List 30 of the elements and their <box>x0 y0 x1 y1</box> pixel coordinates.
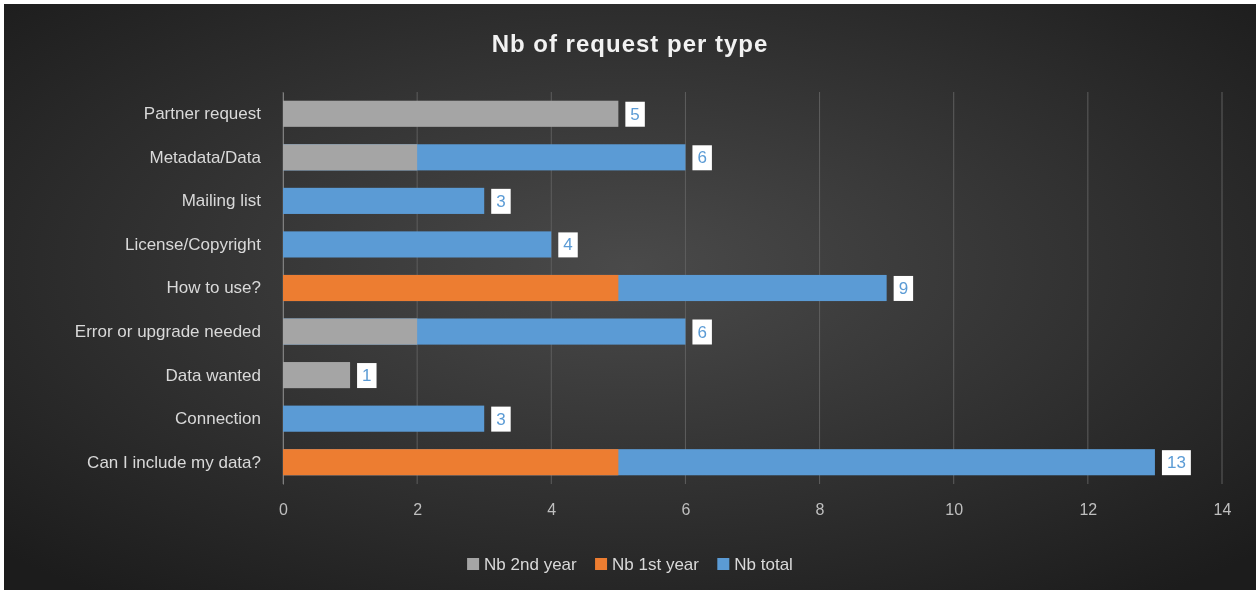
x-tick-label: 10 <box>945 501 964 519</box>
x-tick-label: 14 <box>1213 501 1232 519</box>
data-label: 9 <box>898 278 909 298</box>
x-tick-label: 2 <box>413 501 423 519</box>
data-label: 13 <box>1166 453 1186 473</box>
legend-label: Nb total <box>734 554 793 574</box>
y-tick-label: Metadata/Data <box>149 147 262 167</box>
y-tick-label: How to use? <box>166 278 261 298</box>
x-tick-label: 4 <box>547 501 557 519</box>
y-tick-label: Can I include my data? <box>87 452 261 472</box>
legend-label: Nb 2nd year <box>484 554 578 574</box>
data-label: 3 <box>496 191 506 211</box>
data-label: 6 <box>697 148 707 168</box>
x-tick-label: 0 <box>279 501 289 519</box>
legend-label: Nb 1st year <box>612 554 700 574</box>
y-tick-label: Mailing list <box>181 191 262 211</box>
y-tick-label: Data wanted <box>165 365 261 385</box>
text: 1 <box>362 366 372 386</box>
x-tick-label: 6 <box>681 501 691 519</box>
chart-title: Nb of request per type <box>491 30 769 57</box>
text: 5 <box>630 104 640 124</box>
y-tick-label: Error or upgrade needed <box>74 322 261 341</box>
data-label: 3 <box>496 409 506 429</box>
x-tick-label: 8 <box>815 501 825 519</box>
y-tick-label: License/Copyright <box>124 234 262 254</box>
y-tick-label: Connection <box>174 409 261 429</box>
data-label: 6 <box>697 322 707 342</box>
data-label: 4 <box>563 235 573 255</box>
x-tick-label: 12 <box>1079 501 1098 519</box>
y-tick-label: Partner request <box>143 104 262 124</box>
